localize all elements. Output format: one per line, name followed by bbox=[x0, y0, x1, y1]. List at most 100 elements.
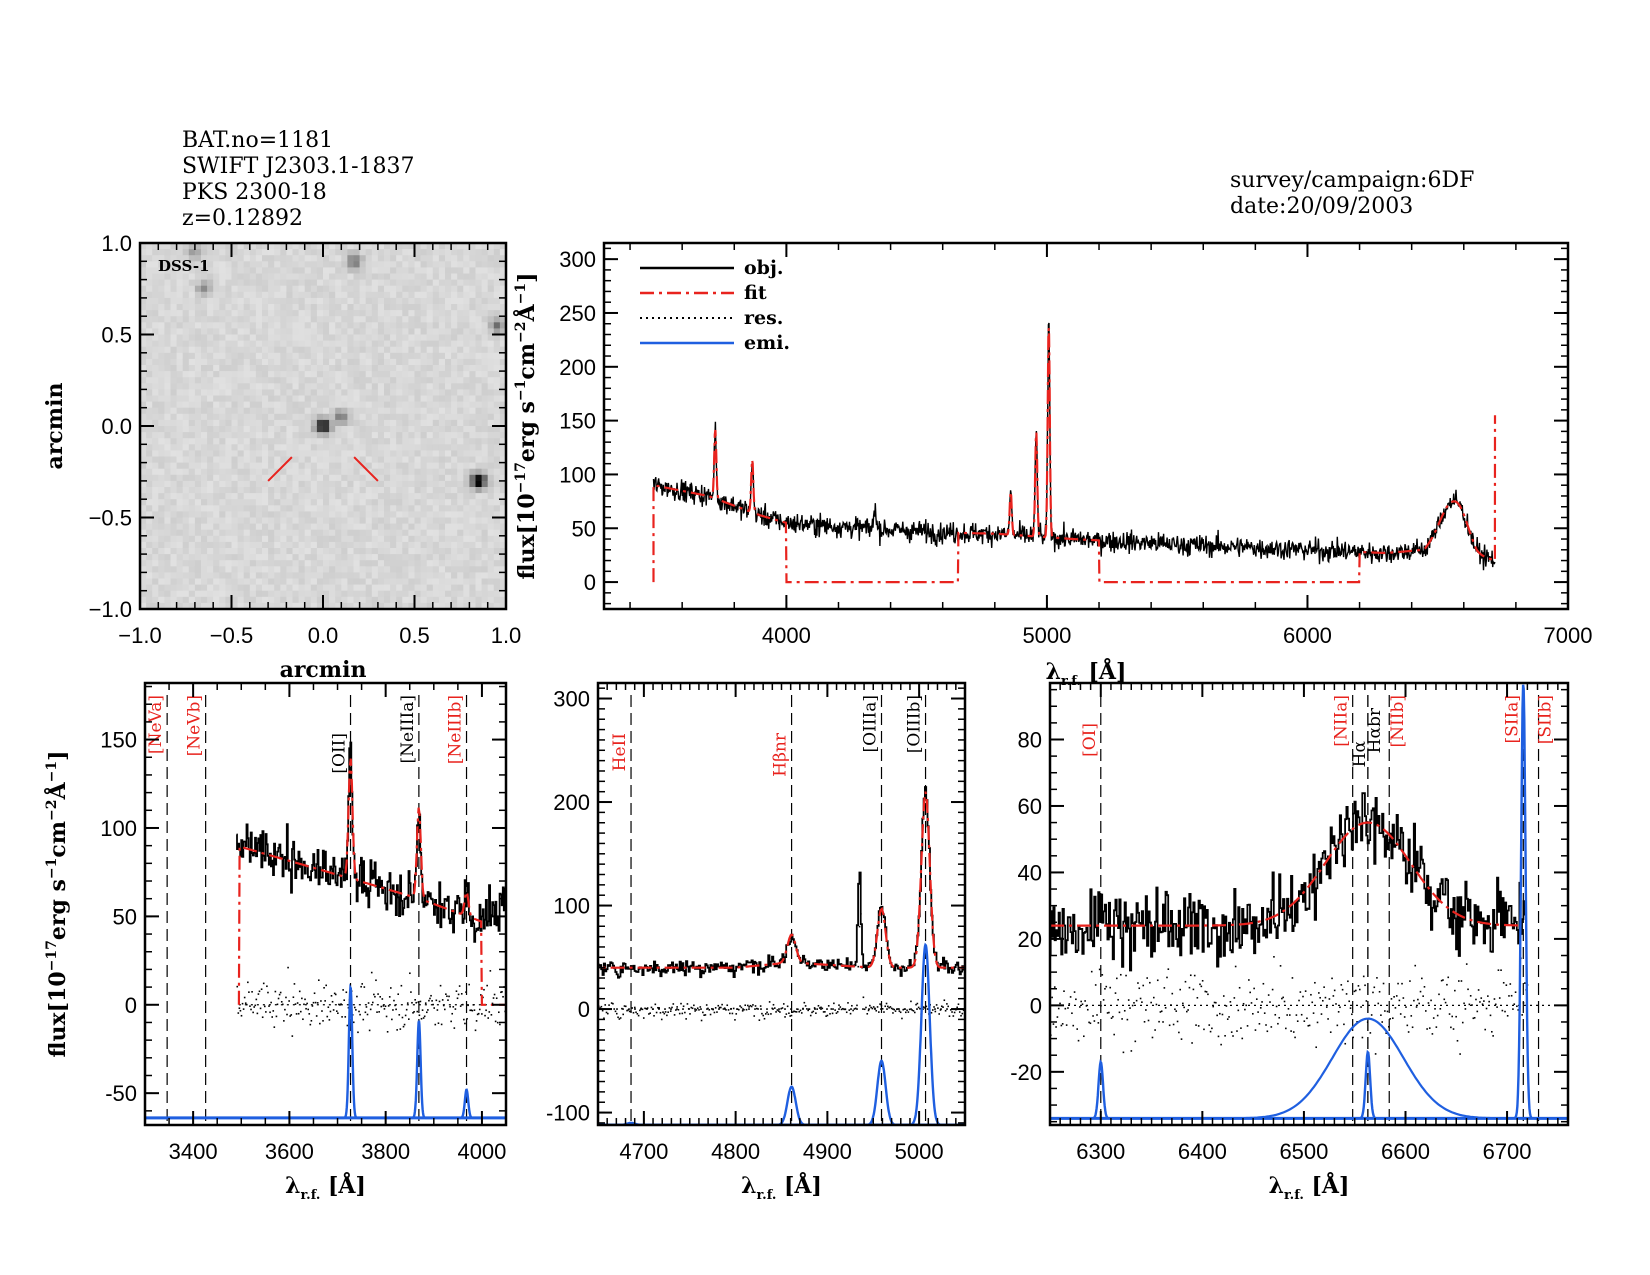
residual-point bbox=[747, 1004, 749, 1007]
residual-point bbox=[874, 1007, 876, 1010]
residual-point bbox=[604, 1004, 607, 1006]
source-marker-right bbox=[353, 456, 379, 482]
residual-point bbox=[1496, 1006, 1498, 1008]
residual-point bbox=[693, 1004, 695, 1007]
y-tick-label: 100 bbox=[553, 894, 590, 919]
residual-point bbox=[931, 1009, 934, 1011]
residual-point bbox=[875, 1009, 878, 1012]
residual-point bbox=[466, 1017, 468, 1020]
residual-point bbox=[1395, 995, 1398, 997]
residual-point bbox=[1292, 1031, 1295, 1033]
residual-point bbox=[1141, 1001, 1143, 1003]
residual-point bbox=[355, 1009, 357, 1011]
residual-point bbox=[380, 1005, 383, 1008]
residual-point bbox=[1394, 1007, 1397, 1009]
residual-point bbox=[838, 1004, 840, 1006]
residual-point bbox=[1149, 981, 1151, 984]
residual-point bbox=[283, 1020, 285, 1022]
residual-point bbox=[421, 1009, 424, 1011]
residual-point bbox=[813, 1007, 816, 1009]
residual-point bbox=[807, 1009, 809, 1012]
residual-point bbox=[1335, 1003, 1337, 1005]
residual-point bbox=[1076, 1028, 1079, 1030]
residual-point bbox=[1472, 1017, 1475, 1020]
residual-point bbox=[1500, 969, 1502, 971]
residual-point bbox=[304, 998, 306, 1001]
residual-point bbox=[345, 991, 348, 994]
residual-point bbox=[721, 1003, 723, 1006]
residual-point bbox=[441, 999, 444, 1001]
residual-point bbox=[453, 1027, 456, 1029]
residual-point bbox=[849, 1012, 852, 1015]
residual-point bbox=[1310, 993, 1312, 996]
residual-point bbox=[961, 1012, 964, 1015]
residual-point bbox=[1084, 1000, 1086, 1002]
residual-point bbox=[1129, 1007, 1131, 1009]
residual-point bbox=[817, 1004, 820, 1007]
residual-point bbox=[794, 1010, 797, 1013]
residual-point bbox=[343, 999, 346, 1002]
y-tick-label: 0 bbox=[1030, 993, 1042, 1018]
residual-points bbox=[598, 913, 965, 1022]
residual-point bbox=[494, 1020, 497, 1023]
residual-point bbox=[919, 1007, 921, 1010]
residual-point bbox=[475, 1020, 478, 1022]
residual-point bbox=[364, 1011, 367, 1014]
residual-point bbox=[1402, 997, 1405, 999]
line-label-OIIIa: [OIIIa] bbox=[861, 695, 881, 752]
residual-point bbox=[773, 1007, 776, 1009]
residual-point bbox=[1328, 998, 1331, 1000]
residual-point bbox=[843, 1008, 845, 1011]
residual-point bbox=[743, 1008, 745, 1011]
residual-point bbox=[1282, 996, 1284, 999]
residual-point bbox=[601, 1009, 604, 1012]
residual-point bbox=[937, 1007, 939, 1009]
residual-point bbox=[275, 1015, 278, 1018]
residual-point bbox=[824, 1011, 826, 1013]
residual-point bbox=[1056, 1016, 1059, 1018]
residual-point bbox=[640, 1007, 642, 1010]
residual-point bbox=[1109, 986, 1112, 989]
residual-point bbox=[1220, 1043, 1222, 1046]
residual-point bbox=[313, 992, 316, 995]
y-tick-label: 0 bbox=[578, 997, 590, 1022]
residual-point bbox=[1233, 997, 1236, 999]
residual-point bbox=[958, 1011, 961, 1013]
residual-point bbox=[409, 972, 411, 975]
residual-point bbox=[949, 1009, 952, 1011]
residual-point bbox=[1484, 1028, 1487, 1031]
residual-point bbox=[271, 1016, 273, 1018]
residual-point bbox=[1348, 1000, 1351, 1003]
residual-point bbox=[1423, 986, 1426, 988]
full-spectrum-plot-area bbox=[652, 322, 1497, 584]
residual-point bbox=[368, 1029, 371, 1032]
residual-point bbox=[672, 1003, 675, 1005]
residual-point bbox=[889, 1006, 892, 1008]
residual-point bbox=[1473, 1016, 1476, 1019]
residual-point bbox=[789, 1015, 791, 1017]
residual-point bbox=[1512, 1008, 1514, 1010]
residual-point bbox=[406, 1002, 409, 1004]
residual-point bbox=[912, 1010, 915, 1012]
x-tick-label: −0.5 bbox=[210, 623, 253, 648]
y-axis-title: flux[10−17erg s−1cm−2Å−1] bbox=[44, 750, 71, 1057]
fit-spectrum-line bbox=[598, 791, 965, 1010]
residual-point bbox=[730, 1007, 732, 1010]
residual-point bbox=[618, 1018, 621, 1020]
residual-point bbox=[435, 999, 438, 1002]
x-tick-label: 6000 bbox=[1283, 623, 1332, 648]
residual-point bbox=[319, 1022, 321, 1025]
residual-point bbox=[795, 1011, 798, 1013]
residual-point bbox=[1391, 1017, 1394, 1020]
residual-point bbox=[680, 1002, 682, 1005]
residual-point bbox=[1262, 982, 1265, 985]
residual-point bbox=[1089, 1022, 1092, 1025]
residual-point bbox=[412, 1012, 414, 1014]
residual-point bbox=[322, 1020, 324, 1022]
residual-point bbox=[753, 1015, 756, 1017]
residual-point bbox=[243, 996, 246, 999]
residual-point bbox=[452, 1006, 455, 1008]
residual-point bbox=[1521, 1014, 1523, 1016]
residual-point bbox=[1302, 995, 1304, 998]
residual-point bbox=[1332, 995, 1335, 997]
